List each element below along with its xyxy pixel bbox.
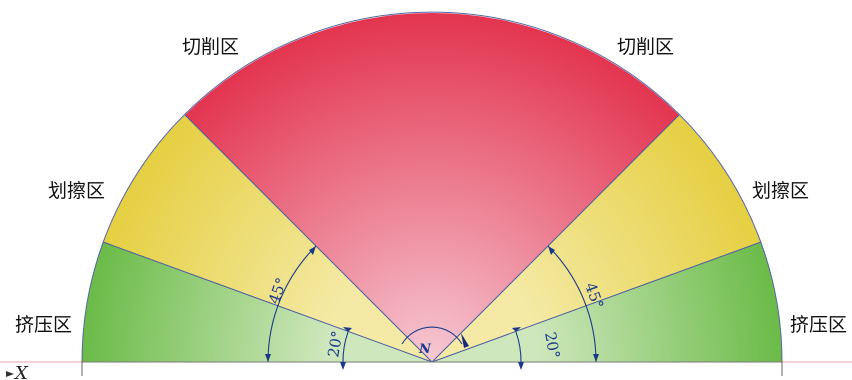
arc-20-right bbox=[515, 331, 522, 363]
angle-arrows bbox=[265, 246, 599, 370]
angle-label-20-right: 20° bbox=[541, 331, 563, 360]
x-axis-label: X bbox=[13, 363, 29, 380]
scratching-zone-left bbox=[103, 115, 432, 362]
zone-boundaries bbox=[102, 114, 762, 363]
extrusion-zone-left bbox=[81, 242, 432, 362]
label-scratching-left: 划擦区 bbox=[48, 180, 105, 202]
arc-center bbox=[401, 326, 463, 345]
angle-label-20-left: 20° bbox=[324, 329, 346, 358]
x-axis-arrow-icon bbox=[6, 371, 14, 377]
tool-tip-marker bbox=[461, 333, 469, 348]
outer-arc bbox=[81, 11, 783, 363]
label-scratching-right: 划擦区 bbox=[752, 180, 809, 202]
arc-45-left bbox=[267, 245, 317, 363]
cutting-zone bbox=[185, 12, 679, 362]
label-cutting-right: 切削区 bbox=[617, 36, 674, 58]
scratching-zone-right bbox=[432, 115, 761, 362]
arc-20-left bbox=[342, 331, 349, 363]
extrusion-zone-right bbox=[432, 242, 783, 362]
label-extrusion-right: 挤压区 bbox=[790, 314, 847, 336]
angle-arcs bbox=[267, 245, 597, 363]
baseline-ticks bbox=[81, 360, 783, 376]
label-cutting-left: 切削区 bbox=[182, 36, 239, 58]
arc-45-right bbox=[547, 245, 597, 363]
point-label-n: N bbox=[418, 342, 432, 357]
label-extrusion-left: 挤压区 bbox=[15, 314, 72, 336]
